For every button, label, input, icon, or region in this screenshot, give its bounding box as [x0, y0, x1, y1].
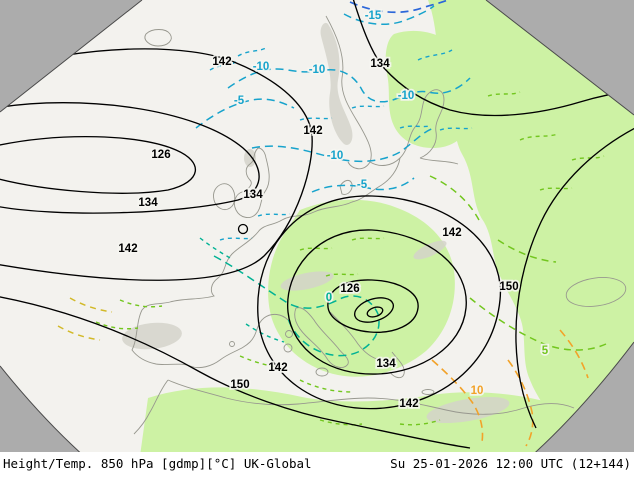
coast-great-britain: [233, 147, 270, 218]
height-line-134-nw: [0, 102, 260, 214]
height-contour-label: 134: [138, 197, 158, 209]
height-contours: [0, 0, 634, 449]
height-line-134-north: [351, 0, 634, 117]
temp-contour-label: -5: [234, 95, 245, 107]
temp-line-minus5-west: [195, 98, 295, 129]
coast-black-sea: [565, 277, 627, 307]
height-contour-label: 142: [442, 227, 461, 239]
coast-sicily: [315, 367, 329, 377]
temp-contour-label: -10: [327, 150, 344, 162]
coast-balearics: [229, 341, 235, 347]
coast-greece: [389, 351, 405, 379]
station-marker: [237, 223, 249, 235]
temp-contour-label: -5: [357, 179, 368, 191]
height-contour-label: 150: [499, 281, 518, 293]
temp-contour-label: 5: [542, 345, 549, 357]
coast-morocco-west: [133, 379, 169, 435]
height-contour-label: 142: [118, 243, 137, 255]
temp-line-plus5: [469, 297, 607, 351]
coast-baltic-south: [351, 157, 401, 203]
map-area: 142 142 142 126 134 134 134 126 134 142 …: [0, 0, 634, 452]
coast-ireland: [213, 183, 236, 211]
height-line-150-east: [515, 125, 634, 429]
height-line-126-low-center: [327, 279, 419, 333]
height-contour-label: 134: [376, 358, 396, 370]
temp-contour-label: -10: [253, 61, 270, 73]
temp-line-minus5-east: [311, 177, 415, 193]
height-line-142-nw: [0, 48, 313, 281]
temp-contour-label: 10: [471, 385, 484, 397]
height-contour-label: 142: [399, 398, 418, 410]
coast-iceland: [144, 29, 172, 47]
temp-line-plus10: [431, 359, 484, 443]
height-contour-label: 142: [268, 362, 287, 374]
height-line-134-low: [287, 229, 467, 375]
temp-contour-label: -10: [309, 64, 326, 76]
coast-sardinia: [283, 343, 293, 353]
height-contour-label: 126: [340, 283, 359, 295]
temp-line-zero: [213, 255, 380, 357]
coast-adriatic: [329, 311, 381, 361]
weather-map-svg: 142 142 142 126 134 134 134 126 134 142 …: [0, 0, 634, 452]
temp-line-minus10-south: [251, 127, 435, 163]
height-line-150-southwest: [0, 295, 471, 449]
height-contour-label: 126: [151, 149, 170, 161]
height-contour-label: 150: [230, 379, 249, 391]
coast-north-africa: [167, 379, 575, 415]
temp-line-deepcold: [349, 0, 457, 14]
temp-line-minus10-north: [227, 68, 471, 103]
coast-crete: [421, 389, 435, 395]
coast-gulf-of-finland: [419, 157, 459, 165]
caption-bar: Height/Temp. 850 hPa [gdmp][°C] UK-Globa…: [0, 452, 634, 490]
temp-contour-label: 0: [326, 292, 332, 304]
map-wedge-border: [0, 0, 634, 452]
coast-norway: [325, 15, 372, 170]
caption-left: Height/Temp. 850 hPa [gdmp][°C] UK-Globa…: [3, 456, 312, 471]
height-contour-label: 134: [370, 58, 390, 70]
height-line-142-low: [257, 195, 502, 410]
height-contour-label: 142: [212, 56, 231, 68]
temp-contour-label: -15: [365, 10, 382, 22]
height-contour-label: 142: [303, 125, 322, 137]
contour-labels: 142 142 142 126 134 134 134 126 134 142 …: [117, 8, 551, 412]
coast-west-europe: [131, 201, 353, 369]
height-contour-label: 134: [243, 189, 263, 201]
caption-right: Su 25-01-2026 12:00 UTC (12+144): [390, 456, 631, 471]
coast-corsica: [285, 330, 293, 338]
coastlines: [131, 15, 627, 435]
coast-denmark: [339, 179, 353, 195]
height-line-126-nw: [0, 135, 196, 194]
coast-italy: [294, 307, 349, 368]
temp-contour-label: -10: [398, 90, 415, 102]
